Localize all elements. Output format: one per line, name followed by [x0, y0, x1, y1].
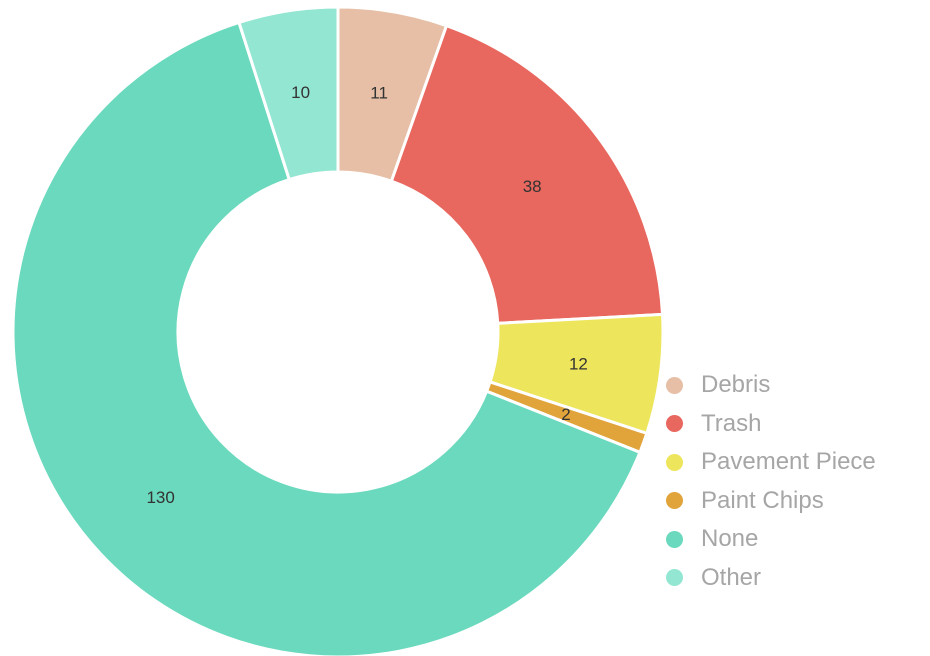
legend-item-trash[interactable]: Trash — [666, 405, 876, 444]
legend-item-other[interactable]: Other — [666, 559, 876, 598]
legend-label-debris: Debris — [701, 371, 770, 399]
data-label-paint-chips: 2 — [561, 405, 570, 424]
data-label-trash: 38 — [523, 177, 542, 196]
slice-trash[interactable] — [391, 26, 662, 324]
legend-swatch-trash — [666, 415, 683, 432]
legend-item-none[interactable]: None — [666, 520, 876, 559]
legend: Debris Trash Pavement Piece Paint Chips None… — [666, 366, 876, 597]
data-label-other: 10 — [291, 83, 310, 102]
legend-item-paint-chips[interactable]: Paint Chips — [666, 482, 876, 521]
legend-swatch-none — [666, 531, 683, 548]
legend-label-other: Other — [701, 564, 761, 592]
data-label-none: 130 — [146, 488, 174, 507]
legend-label-pavement-piece: Pavement Piece — [701, 448, 876, 476]
legend-item-pavement-piece[interactable]: Pavement Piece — [666, 443, 876, 482]
slices-layer — [13, 7, 663, 656]
legend-label-paint-chips: Paint Chips — [701, 487, 824, 515]
data-label-debris: 11 — [370, 84, 388, 103]
legend-swatch-paint-chips — [666, 492, 683, 509]
data-label-pavement-piece: 12 — [569, 354, 588, 373]
legend-swatch-other — [666, 569, 683, 586]
legend-swatch-pavement-piece — [666, 454, 683, 471]
legend-item-debris[interactable]: Debris — [666, 366, 876, 405]
legend-label-trash: Trash — [701, 410, 761, 438]
legend-label-none: None — [701, 525, 758, 553]
legend-swatch-debris — [666, 377, 683, 394]
